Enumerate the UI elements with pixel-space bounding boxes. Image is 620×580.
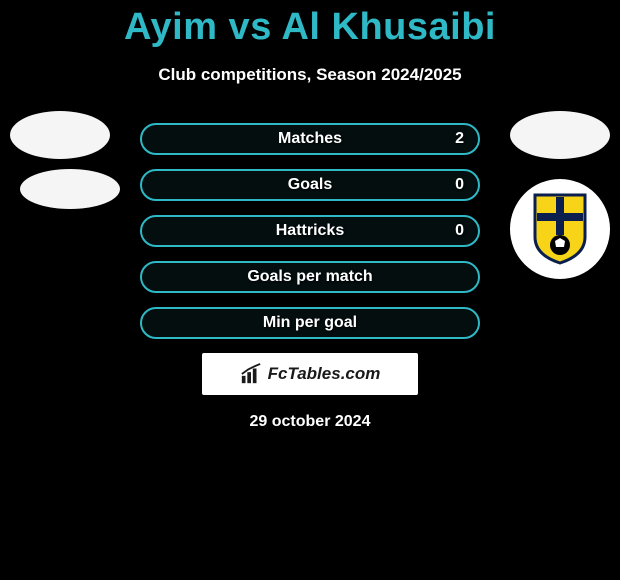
stat-label: Goals per match (247, 268, 372, 286)
stat-row-matches: Matches 2 (140, 123, 480, 155)
branding-badge[interactable]: FcTables.com (202, 353, 418, 395)
player-left-avatar-secondary (20, 169, 120, 209)
stat-row-hattricks: Hattricks 0 (140, 215, 480, 247)
player-left-avatar (10, 111, 110, 159)
stat-row-goals: Goals 0 (140, 169, 480, 201)
stat-value: 0 (455, 222, 464, 240)
stat-row-min-per-goal: Min per goal (140, 307, 480, 339)
stat-label: Min per goal (263, 314, 357, 332)
stat-label: Matches (278, 130, 342, 148)
stat-label: Hattricks (276, 222, 344, 240)
stat-label: Goals (288, 176, 332, 194)
player-right-avatar (510, 111, 610, 159)
footer-date: 29 october 2024 (0, 413, 620, 431)
bar-chart-icon (240, 363, 262, 385)
page-title: Ayim vs Al Khusaibi (0, 0, 620, 49)
brand-text: FcTables.com (268, 364, 381, 384)
shield-icon (531, 193, 589, 265)
page-subtitle: Club competitions, Season 2024/2025 (0, 65, 620, 85)
stat-value: 0 (455, 176, 464, 194)
stat-row-goals-per-match: Goals per match (140, 261, 480, 293)
stat-value: 2 (455, 130, 464, 148)
stats-area: Matches 2 Goals 0 Hattricks 0 Goals per … (0, 123, 620, 431)
club-badge (510, 179, 610, 279)
